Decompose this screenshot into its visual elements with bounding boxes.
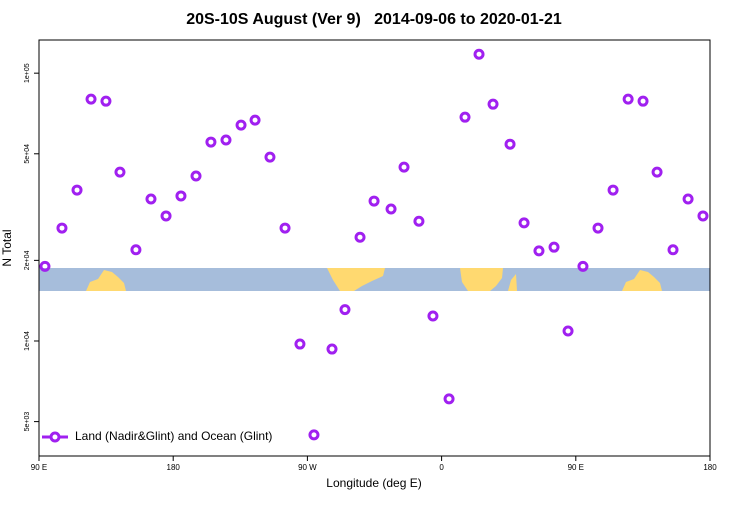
legend-marker bbox=[49, 431, 61, 443]
point bbox=[145, 193, 157, 205]
point bbox=[308, 429, 320, 441]
point bbox=[504, 138, 516, 150]
y-tick-label: 1e+04 bbox=[24, 331, 31, 351]
y-axis-label: N Total bbox=[0, 229, 14, 266]
point bbox=[427, 310, 439, 322]
y-tick-label: 5e+03 bbox=[24, 412, 31, 432]
x-axis-label: Longitude (deg E) bbox=[326, 476, 421, 490]
land bbox=[622, 270, 662, 291]
point bbox=[459, 111, 471, 123]
point bbox=[205, 136, 217, 148]
point bbox=[114, 166, 126, 178]
point bbox=[85, 93, 97, 105]
point bbox=[160, 210, 172, 222]
y-tick-label: 5e+04 bbox=[24, 144, 31, 164]
point bbox=[385, 203, 397, 215]
point bbox=[682, 193, 694, 205]
point bbox=[592, 222, 604, 234]
point bbox=[249, 114, 261, 126]
point bbox=[651, 166, 663, 178]
y-tick-label: 1e+05 bbox=[24, 63, 31, 83]
map-strip bbox=[39, 268, 710, 291]
point bbox=[607, 184, 619, 196]
legend-label: Land (Nadir&Glint) and Ocean (Glint) bbox=[75, 429, 272, 443]
x-tick-label: 90 E bbox=[31, 463, 47, 472]
point bbox=[264, 151, 276, 163]
point bbox=[533, 245, 545, 257]
x-tick-label: 90 E bbox=[568, 463, 584, 472]
point bbox=[637, 95, 649, 107]
point bbox=[562, 325, 574, 337]
y-tick-label: 2e+04 bbox=[24, 250, 31, 270]
x-tick-label: 180 bbox=[167, 463, 181, 472]
land bbox=[508, 274, 517, 291]
x-tick-label: 180 bbox=[703, 463, 717, 472]
land bbox=[327, 268, 385, 291]
point bbox=[339, 304, 351, 316]
point bbox=[398, 161, 410, 173]
point bbox=[354, 231, 366, 243]
point bbox=[100, 95, 112, 107]
point bbox=[443, 393, 455, 405]
point bbox=[235, 119, 247, 131]
point bbox=[473, 48, 485, 60]
point bbox=[39, 260, 51, 272]
point bbox=[368, 195, 380, 207]
land bbox=[460, 268, 503, 291]
x-tick-label: 0 bbox=[439, 463, 444, 472]
point bbox=[279, 222, 291, 234]
x-tick-label: 90 W bbox=[298, 463, 317, 472]
land bbox=[86, 270, 126, 291]
plot-frame bbox=[38, 39, 711, 457]
point bbox=[130, 244, 142, 256]
chart-title: 20S-10S August (Ver 9) 2014-09-06 to 202… bbox=[186, 11, 562, 28]
point bbox=[413, 215, 425, 227]
point bbox=[577, 260, 589, 272]
point bbox=[487, 98, 499, 110]
point bbox=[622, 93, 634, 105]
point bbox=[56, 222, 68, 234]
point bbox=[71, 184, 83, 196]
point bbox=[548, 241, 560, 253]
point bbox=[667, 244, 679, 256]
point bbox=[697, 210, 709, 222]
point bbox=[220, 134, 232, 146]
point bbox=[518, 217, 530, 229]
point bbox=[190, 170, 202, 182]
point bbox=[175, 190, 187, 202]
point bbox=[326, 343, 338, 355]
point bbox=[294, 338, 306, 350]
